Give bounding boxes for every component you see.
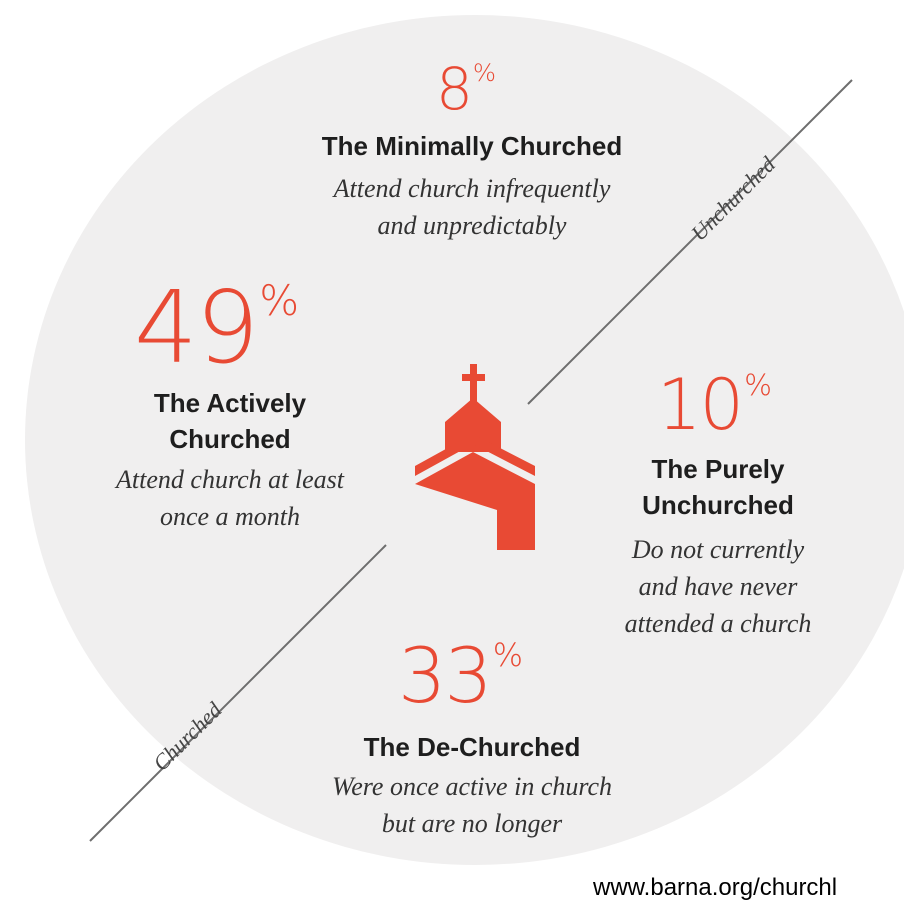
purely-unchurched-percent: 10% [657,364,773,446]
de-churched-percent: 33% [398,631,524,720]
minimally-churched-percent: 8% [436,55,497,123]
de-churched-description: Were once active in church but are no lo… [232,768,712,842]
church-icon [415,364,535,550]
description-line: Attend church infrequently [333,174,611,203]
description-line: but are no longer [381,809,563,838]
purely-unchurched-title: The Purely Unchurched [598,451,838,523]
description-line: Were once active in church [331,772,613,801]
description-line: attended a church [624,609,812,638]
minimally-churched-description: Attend church infrequently and unpredict… [232,170,712,244]
title-line: The Purely [651,454,785,484]
title-line: The Actively [153,388,307,418]
title-line: Unchurched [642,490,794,520]
actively-churched-description: Attend church at least once a month [70,461,390,535]
description-line: once a month [159,502,301,531]
lower-divider-line [89,544,387,842]
purely-unchurched-description: Do not currently and have never attended… [578,531,858,642]
minimally-churched-title: The Minimally Churched [321,131,623,161]
actively-churched-percent: 49% [134,269,300,386]
de-churched-title: The De-Churched [363,732,581,762]
description-line: Attend church at least [116,465,344,494]
description-line: and unpredictably [377,211,567,240]
upper-divider-line [527,79,853,405]
description-line: Do not currently [631,535,805,564]
title-line: Churched [169,424,291,454]
description-line: and have never [638,572,798,601]
actively-churched-title: The Actively Churched [90,385,370,457]
source-url: www.barna.org/churchl [593,874,838,901]
